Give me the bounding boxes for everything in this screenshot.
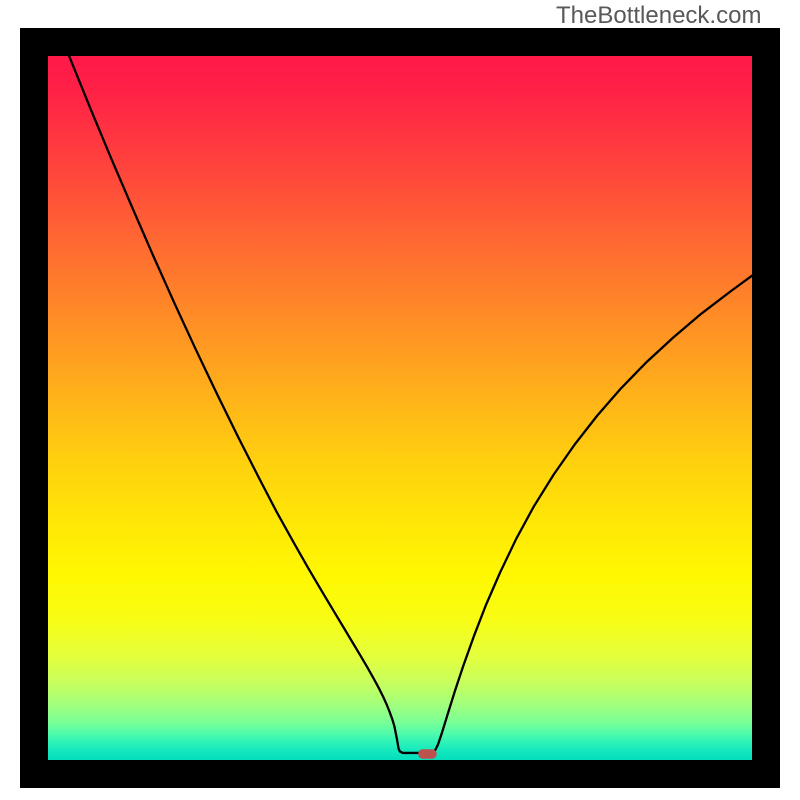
watermark-text: TheBottleneck.com: [556, 2, 761, 30]
gradient-background: [48, 56, 752, 760]
plot-area: [48, 56, 752, 760]
trough-marker: [418, 749, 436, 759]
